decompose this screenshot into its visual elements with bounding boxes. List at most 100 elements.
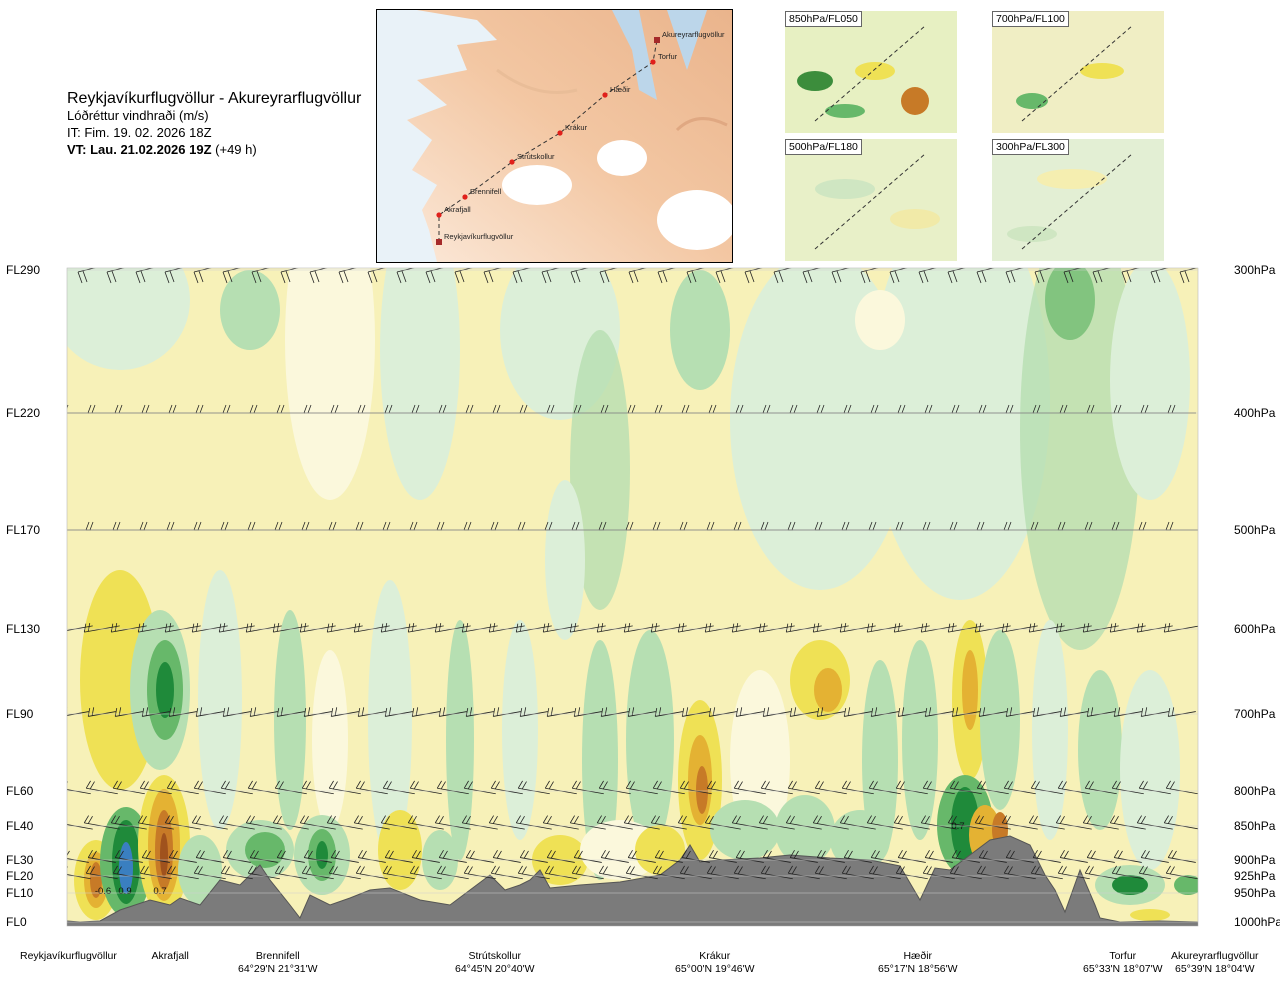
flight-level-label: FL130 [6, 622, 41, 636]
field-contour [980, 630, 1020, 810]
field-contour [696, 766, 708, 814]
waypoint-label: Reykjavíkurflugvöllur [20, 950, 117, 963]
field-contour [1032, 620, 1068, 840]
wind-barb [1063, 268, 1082, 284]
thumbnail-850hpa: 850hPa/FL050 [785, 11, 957, 133]
waypoint-coordinate: 65°17'N 18°56'W [878, 963, 958, 975]
pressure-level-label: 500hPa [1234, 523, 1276, 537]
wind-barb [802, 268, 821, 284]
pressure-level-label: 700hPa [1234, 707, 1276, 721]
flight-level-label: FL170 [6, 523, 41, 537]
wind-barb [976, 268, 995, 284]
thumbnail-850hpa-image [785, 11, 957, 133]
wind-barb [309, 268, 328, 284]
flight-level-label: FL10 [6, 886, 34, 900]
field-contour [285, 268, 375, 500]
flight-level-label: FL290 [6, 263, 41, 277]
waypoint-label: Krákur 65°00'N 19°46'W [675, 950, 755, 976]
waypoint-name: Akureyrarflugvöllur [1171, 950, 1259, 962]
wind-barb [1034, 268, 1053, 284]
map-waypoint-label: Strútskollur [517, 152, 555, 161]
pressure-level-label: 400hPa [1234, 406, 1276, 420]
wind-barb [1150, 268, 1169, 284]
waypoint-name: Hæðir [903, 950, 933, 962]
field-contour [582, 640, 618, 880]
flight-level-label: FL20 [6, 869, 34, 883]
pressure-level-label: 925hPa [1234, 869, 1276, 883]
map-waypoint-marker [436, 212, 442, 218]
wind-barb [1179, 268, 1198, 284]
wind-barb [889, 268, 908, 284]
field-contour [119, 842, 133, 894]
wind-barb [396, 268, 415, 284]
field-contour [380, 268, 460, 500]
wind-barb [570, 268, 589, 284]
map-waypoint-label: Hæðir [610, 85, 631, 94]
waypoint-label: Akureyrarflugvöllur 65°39'N 18°04'W [1171, 950, 1259, 976]
map-waypoint-label: Reykjavíkurflugvöllur [444, 232, 514, 241]
field-contour [570, 330, 630, 610]
wind-barb [686, 268, 705, 284]
field-contour [862, 660, 898, 860]
field-contour [962, 650, 978, 730]
field-contour [446, 620, 474, 860]
wind-barb [947, 268, 966, 284]
map-waypoint-label: Brennifell [470, 187, 502, 196]
wind-barb [280, 268, 299, 284]
wind-barb [454, 268, 473, 284]
field-contour [814, 668, 842, 712]
plot-frame [66, 267, 1199, 927]
waypoint-name: Brennifell [255, 950, 300, 962]
wind-barb [628, 268, 647, 284]
value-annotation: 0.9 [118, 886, 131, 897]
route-title: Reykjavíkurflugvöllur - Akureyrarflugvöl… [67, 90, 362, 107]
field-contour [220, 270, 280, 350]
wind-barb [367, 268, 386, 284]
route-map: Akureyrarflugvöllur Torfur Hæðir Krákur Strú… [376, 9, 733, 263]
wind-barb [1005, 268, 1024, 284]
wind-barb [135, 268, 154, 284]
waypoint-label: Akrafjall [152, 950, 189, 963]
field-contour [670, 270, 730, 390]
waypoint-name: Strútskollur [468, 950, 522, 962]
pressure-level-label: 900hPa [1234, 853, 1276, 867]
flight-level-label: FL220 [6, 406, 41, 420]
flight-level-label: FL0 [6, 915, 27, 929]
terrain-profile [67, 835, 1198, 926]
pressure-level-label: 1000hPa [1234, 915, 1280, 929]
field-contour [1120, 670, 1180, 870]
field-contour [368, 580, 412, 860]
field-contour [1020, 268, 1140, 650]
field-contour [245, 832, 285, 868]
quantity-label: Lóðréttur vindhraði (m/s) [67, 108, 209, 123]
valid-time: VT: Lau. 21.02.2026 19Z (+49 h) [67, 141, 361, 158]
waypoint-name: Akrafjall [151, 950, 189, 962]
value-annotation: 0.7 [951, 821, 964, 832]
field-contour [178, 835, 222, 905]
pressure-level-label: 850hPa [1234, 819, 1276, 833]
map-waypoint-marker [557, 130, 563, 136]
thumbnail-300hpa: 300hPa/FL300 [992, 139, 1164, 261]
waypoint-label: Strútskollur 64°45'N 20°40'W [455, 950, 535, 976]
map-waypoint-marker [462, 194, 468, 200]
field-contour [1045, 268, 1095, 340]
chart-title-block: Reykjavíkurflugvöllur - Akureyrarflugvöl… [67, 90, 361, 158]
thumbnail-700hpa-label: 700hPa/FL100 [992, 11, 1069, 27]
wind-barb [483, 268, 502, 284]
thumbnail-850hpa-label: 850hPa/FL050 [785, 11, 862, 27]
waypoint-label: Hæðir 65°17'N 18°56'W [878, 950, 958, 976]
field-contour [710, 800, 780, 860]
field-contour [902, 640, 938, 840]
map-waypoint-marker [654, 37, 660, 43]
wind-barb [1121, 268, 1140, 284]
waypoint-name: Reykjavíkurflugvöllur [20, 950, 117, 962]
flight-level-label: FL90 [6, 707, 34, 721]
waypoint-name: Torfur [1109, 950, 1137, 962]
thumbnail-700hpa: 700hPa/FL100 [992, 11, 1164, 133]
field-contour [274, 610, 306, 830]
wind-barb [744, 268, 763, 284]
wind-barb [106, 268, 125, 284]
thumbnail-500hpa-label: 500hPa/FL180 [785, 139, 862, 155]
map-waypoint-marker [509, 159, 515, 165]
waypoint-label: Brennifell 64°29'N 21°31'W [238, 950, 318, 976]
